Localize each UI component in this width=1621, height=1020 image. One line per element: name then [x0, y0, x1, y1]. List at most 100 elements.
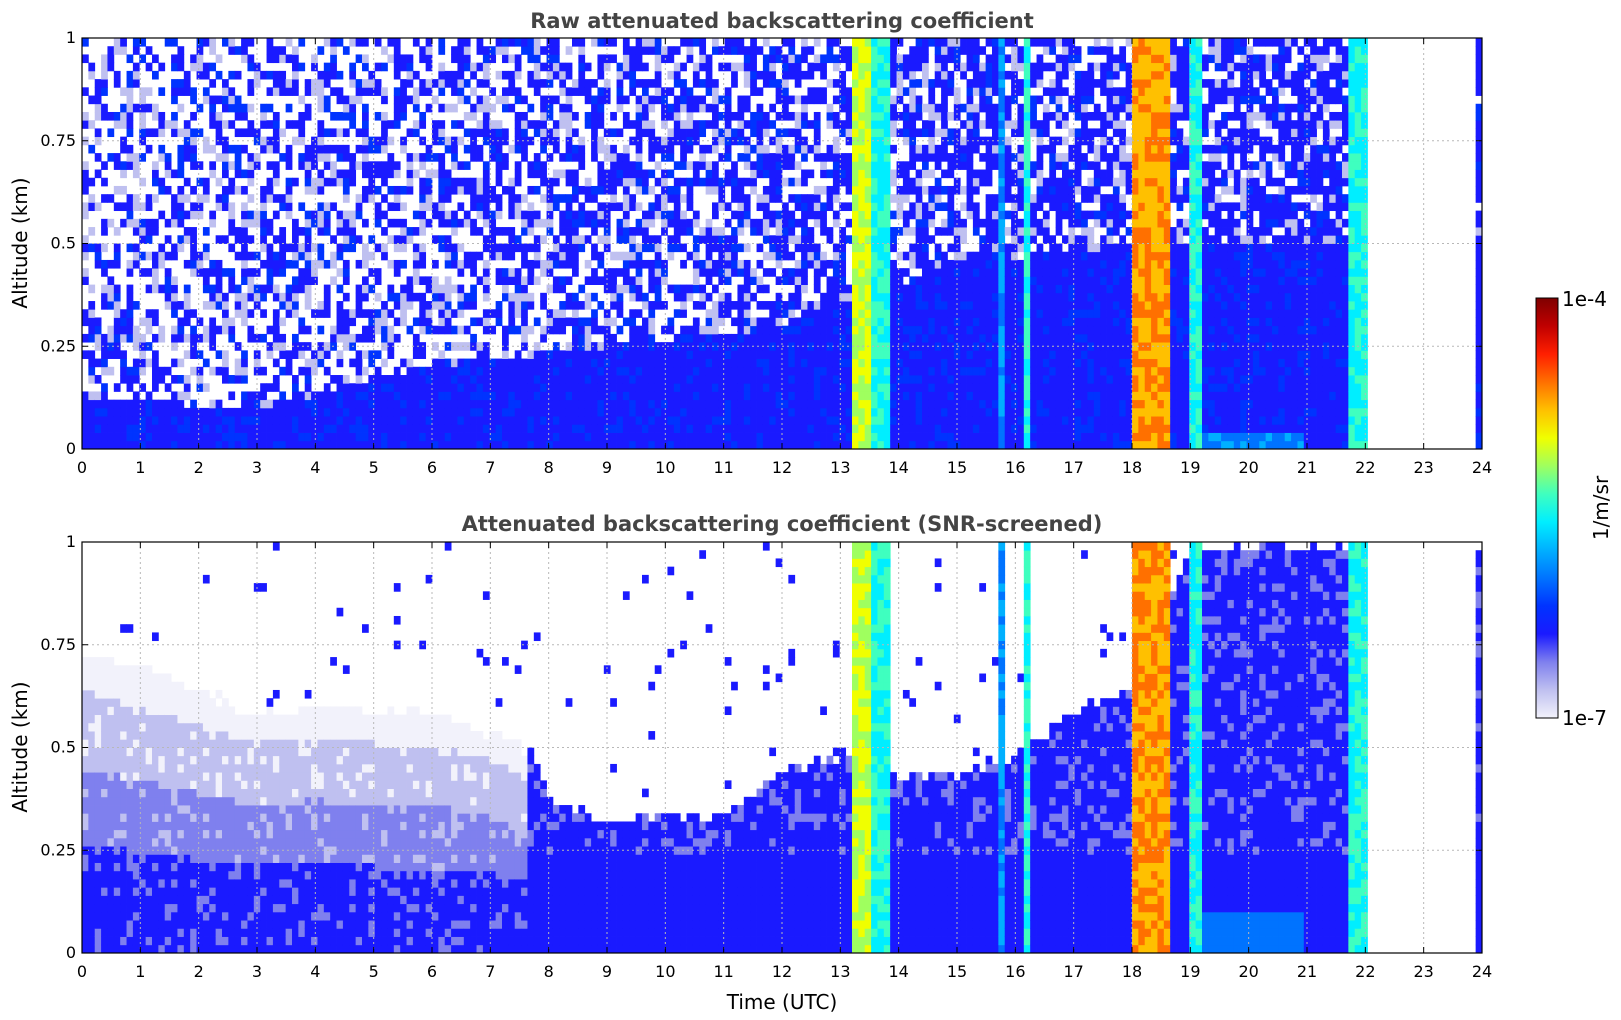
heatmap-cell	[540, 120, 547, 129]
heatmap-cell	[285, 432, 293, 442]
heatmap-cell	[253, 153, 261, 162]
heatmap-cell	[304, 366, 312, 376]
heatmap-cell	[852, 317, 859, 327]
heatmap-cell	[762, 235, 770, 244]
heatmap-cell	[323, 227, 331, 236]
heatmap-cell	[673, 202, 681, 212]
heatmap-cell	[171, 210, 178, 220]
heatmap-cell	[915, 46, 923, 55]
heatmap-cell	[120, 120, 127, 129]
heatmap-cell	[972, 70, 980, 80]
heatmap-cell	[298, 95, 306, 105]
heatmap-cell	[470, 375, 477, 384]
heatmap-cell	[228, 440, 236, 450]
heatmap-cell	[565, 366, 573, 376]
heatmap-cell	[323, 218, 331, 228]
heatmap-cell	[317, 227, 325, 236]
heatmap-cell	[979, 325, 987, 335]
heatmap-cell	[972, 424, 980, 433]
heatmap-cell	[292, 284, 299, 294]
heatmap-cell	[883, 95, 891, 105]
heatmap-cell	[323, 202, 331, 212]
heatmap-cell	[444, 399, 452, 409]
heatmap-cell	[750, 120, 757, 129]
heatmap-cell	[132, 46, 140, 55]
heatmap-cell	[673, 333, 681, 343]
heatmap-cell	[922, 259, 929, 269]
heatmap-cell	[540, 95, 547, 105]
heatmap-cell	[107, 333, 115, 343]
heatmap-cell	[775, 350, 783, 359]
heatmap-cell	[101, 350, 108, 359]
heatmap-cell	[852, 185, 859, 195]
heatmap-cell	[101, 177, 108, 187]
heatmap-cell	[540, 325, 547, 335]
heatmap-cell	[622, 259, 630, 269]
heatmap-cell	[915, 342, 923, 351]
heatmap-cell	[813, 407, 821, 417]
heatmap-cell	[355, 391, 363, 401]
heatmap-cell	[552, 202, 560, 212]
heatmap-cell	[94, 259, 102, 269]
heatmap-cell	[572, 440, 579, 450]
heatmap-cell	[890, 259, 897, 269]
heatmap-cell	[139, 407, 147, 417]
heatmap-cell	[941, 268, 948, 277]
heatmap-cell	[502, 153, 509, 162]
heatmap-cell	[209, 111, 217, 121]
heatmap-cell	[922, 292, 929, 302]
heatmap-cell	[279, 366, 287, 376]
heatmap-cell	[82, 407, 89, 417]
heatmap-cell	[272, 268, 280, 277]
heatmap-cell	[960, 350, 967, 359]
heatmap-cell	[266, 87, 274, 96]
heatmap-cell	[183, 407, 191, 417]
heatmap-cell	[317, 416, 325, 425]
heatmap-cell	[909, 153, 917, 162]
heatmap-cell	[457, 87, 465, 96]
heatmap-cell	[915, 325, 923, 335]
heatmap-cell	[680, 358, 687, 368]
heatmap-cell	[489, 243, 497, 253]
heatmap-cell	[349, 424, 357, 433]
heatmap-cell	[241, 46, 248, 55]
heatmap-cell	[750, 185, 757, 195]
heatmap-cell	[858, 185, 866, 195]
heatmap-cell	[769, 407, 777, 417]
heatmap-cell	[584, 194, 592, 203]
heatmap-cell	[705, 342, 713, 351]
heatmap-cell	[406, 301, 414, 310]
heatmap-cell	[852, 87, 859, 96]
heatmap-cell	[419, 177, 427, 187]
heatmap-cell	[699, 177, 707, 187]
heatmap-cell	[731, 235, 738, 244]
heatmap-cell	[349, 103, 357, 113]
heatmap-cell	[724, 128, 732, 138]
heatmap-cell	[457, 399, 465, 409]
heatmap-cell	[826, 79, 834, 88]
heatmap-cell	[852, 194, 859, 203]
heatmap-cell	[629, 325, 637, 335]
heatmap-cell	[559, 358, 567, 368]
heatmap-cell	[750, 432, 757, 442]
heatmap-cell	[457, 38, 465, 47]
heatmap-cell	[190, 62, 197, 72]
heatmap-cell	[457, 432, 465, 442]
heatmap-cell	[775, 210, 783, 220]
heatmap-cell	[285, 202, 293, 212]
heatmap-cell	[801, 177, 808, 187]
heatmap-cell	[629, 161, 637, 170]
heatmap-cell	[241, 111, 248, 121]
heatmap-cell	[852, 95, 859, 105]
heatmap-cell	[508, 79, 516, 88]
heatmap-cell	[864, 268, 872, 277]
heatmap-cell	[826, 333, 834, 343]
heatmap-cell	[820, 218, 827, 228]
heatmap-cell	[852, 243, 859, 253]
heatmap-cell	[330, 128, 337, 138]
heatmap-cell	[457, 391, 465, 401]
heatmap-cell	[578, 399, 586, 409]
heatmap-cell	[432, 366, 439, 376]
heatmap-cell	[101, 366, 108, 376]
heatmap-cell	[705, 309, 713, 318]
